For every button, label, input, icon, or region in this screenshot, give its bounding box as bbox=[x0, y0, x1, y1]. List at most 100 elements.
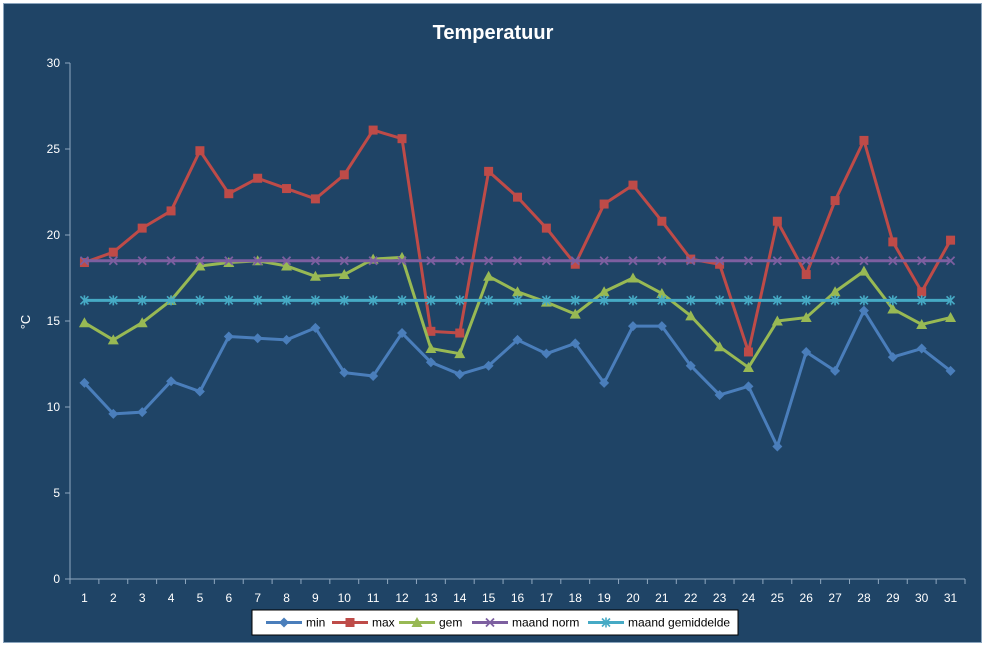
data-point-maand-norm bbox=[945, 256, 956, 266]
data-point-max bbox=[137, 223, 147, 233]
data-point-maand-norm bbox=[743, 256, 754, 266]
x-tick-label: 13 bbox=[424, 591, 438, 605]
data-point-max bbox=[686, 254, 696, 264]
data-point-maand-norm bbox=[368, 256, 378, 266]
x-tick-label: 20 bbox=[626, 591, 640, 605]
x-tick-label: 9 bbox=[312, 591, 319, 605]
x-tick-label: 29 bbox=[886, 591, 900, 605]
data-point-maand-gemiddelde bbox=[397, 295, 407, 306]
data-point-gem bbox=[454, 348, 466, 359]
data-point-maand-norm bbox=[339, 256, 349, 266]
data-point-maand-gemiddelde bbox=[224, 295, 234, 306]
data-point-max bbox=[830, 196, 840, 206]
data-point-gem bbox=[742, 361, 754, 372]
data-point-max bbox=[195, 146, 205, 156]
x-tick-label: 24 bbox=[742, 591, 756, 605]
data-point-min bbox=[541, 348, 552, 359]
data-point-maand-norm bbox=[195, 256, 205, 266]
data-point-min bbox=[137, 407, 148, 418]
data-point-maand-gemiddelde bbox=[137, 295, 147, 306]
data-point-maand-gemiddelde bbox=[945, 295, 956, 306]
data-point-maand-norm bbox=[686, 256, 696, 266]
data-point-min bbox=[599, 377, 610, 388]
data-point-maand-norm bbox=[397, 256, 407, 266]
x-tick-label: 8 bbox=[283, 591, 290, 605]
series-layer bbox=[78, 125, 957, 452]
data-point-min bbox=[223, 331, 234, 342]
data-point-gem bbox=[512, 286, 523, 297]
x-tick-label: 26 bbox=[800, 591, 814, 605]
data-point-max bbox=[79, 258, 89, 268]
data-point-maand-norm bbox=[599, 256, 609, 266]
x-tick-label: 6 bbox=[225, 591, 232, 605]
data-point-maand-gemiddelde bbox=[743, 295, 754, 306]
data-point-maand-norm bbox=[310, 256, 321, 266]
data-point-max bbox=[570, 259, 580, 269]
x-tick-label: 27 bbox=[828, 591, 842, 605]
x-tick-label: 30 bbox=[915, 591, 929, 605]
series-maand-gemiddelde bbox=[79, 295, 956, 306]
data-point-maand-gemiddelde bbox=[368, 295, 378, 306]
data-point-maand-norm bbox=[714, 256, 725, 266]
data-point-maand-norm bbox=[253, 256, 263, 266]
data-point-maand-norm bbox=[483, 256, 494, 266]
data-point-max bbox=[859, 135, 869, 145]
data-point-max bbox=[917, 287, 927, 297]
x-tick-label: 22 bbox=[684, 591, 698, 605]
x-tick-label: 21 bbox=[655, 591, 669, 605]
data-point-gem bbox=[78, 317, 90, 328]
data-point-maand-norm bbox=[224, 256, 234, 266]
data-point-max bbox=[224, 189, 234, 199]
data-point-max bbox=[426, 326, 436, 336]
data-point-maand-norm bbox=[917, 256, 927, 266]
data-point-maand-gemiddelde bbox=[599, 295, 609, 306]
data-point-gem bbox=[627, 272, 639, 283]
data-point-min bbox=[627, 321, 638, 332]
chart-title: Temperatuur bbox=[433, 22, 554, 44]
data-point-max bbox=[513, 192, 522, 202]
data-point-maand-gemiddelde bbox=[801, 295, 811, 306]
x-tick-label: 1 bbox=[81, 591, 88, 605]
data-point-gem bbox=[338, 269, 350, 280]
data-point-max bbox=[888, 237, 898, 247]
data-point-gem bbox=[945, 312, 957, 323]
data-point-max bbox=[743, 347, 753, 357]
data-point-min bbox=[108, 408, 119, 419]
data-point-min bbox=[685, 360, 696, 371]
data-point-max bbox=[541, 223, 551, 233]
x-tick-label: 23 bbox=[713, 591, 727, 605]
data-point-maand-norm bbox=[888, 256, 898, 266]
y-tick-label: 20 bbox=[47, 228, 61, 242]
data-point-maand-norm bbox=[859, 256, 869, 266]
y-tick-label: 25 bbox=[47, 142, 61, 156]
series-maand-norm bbox=[79, 256, 956, 266]
data-point-max bbox=[484, 166, 494, 176]
data-point-gem bbox=[136, 317, 148, 328]
data-point-gem bbox=[309, 270, 321, 281]
data-point-maand-norm bbox=[281, 256, 292, 266]
data-point-maand-norm bbox=[166, 256, 176, 266]
data-point-max bbox=[397, 134, 407, 144]
data-point-maand-gemiddelde bbox=[686, 295, 696, 306]
series-min bbox=[79, 305, 956, 452]
data-point-min bbox=[830, 365, 841, 376]
data-point-gem bbox=[916, 318, 928, 329]
data-point-maand-gemiddelde bbox=[79, 295, 90, 306]
data-point-gem bbox=[887, 303, 899, 314]
data-point-min bbox=[339, 367, 350, 378]
legend-marker-max bbox=[345, 618, 355, 627]
legend-label-max: max bbox=[372, 616, 395, 630]
data-point-gem bbox=[829, 286, 841, 297]
data-point-maand-gemiddelde bbox=[772, 295, 782, 306]
legend-label-min: min bbox=[306, 616, 325, 630]
data-point-maand-norm bbox=[455, 256, 465, 266]
x-tick-label: 25 bbox=[771, 591, 785, 605]
data-point-min bbox=[252, 333, 263, 344]
y-tick-label: 15 bbox=[47, 314, 61, 328]
data-point-min bbox=[79, 377, 90, 388]
x-tick-label: 5 bbox=[197, 591, 204, 605]
data-point-max bbox=[455, 328, 465, 338]
data-point-maand-gemiddelde bbox=[541, 295, 551, 306]
data-point-maand-norm bbox=[79, 256, 90, 266]
series-gem bbox=[78, 251, 957, 372]
